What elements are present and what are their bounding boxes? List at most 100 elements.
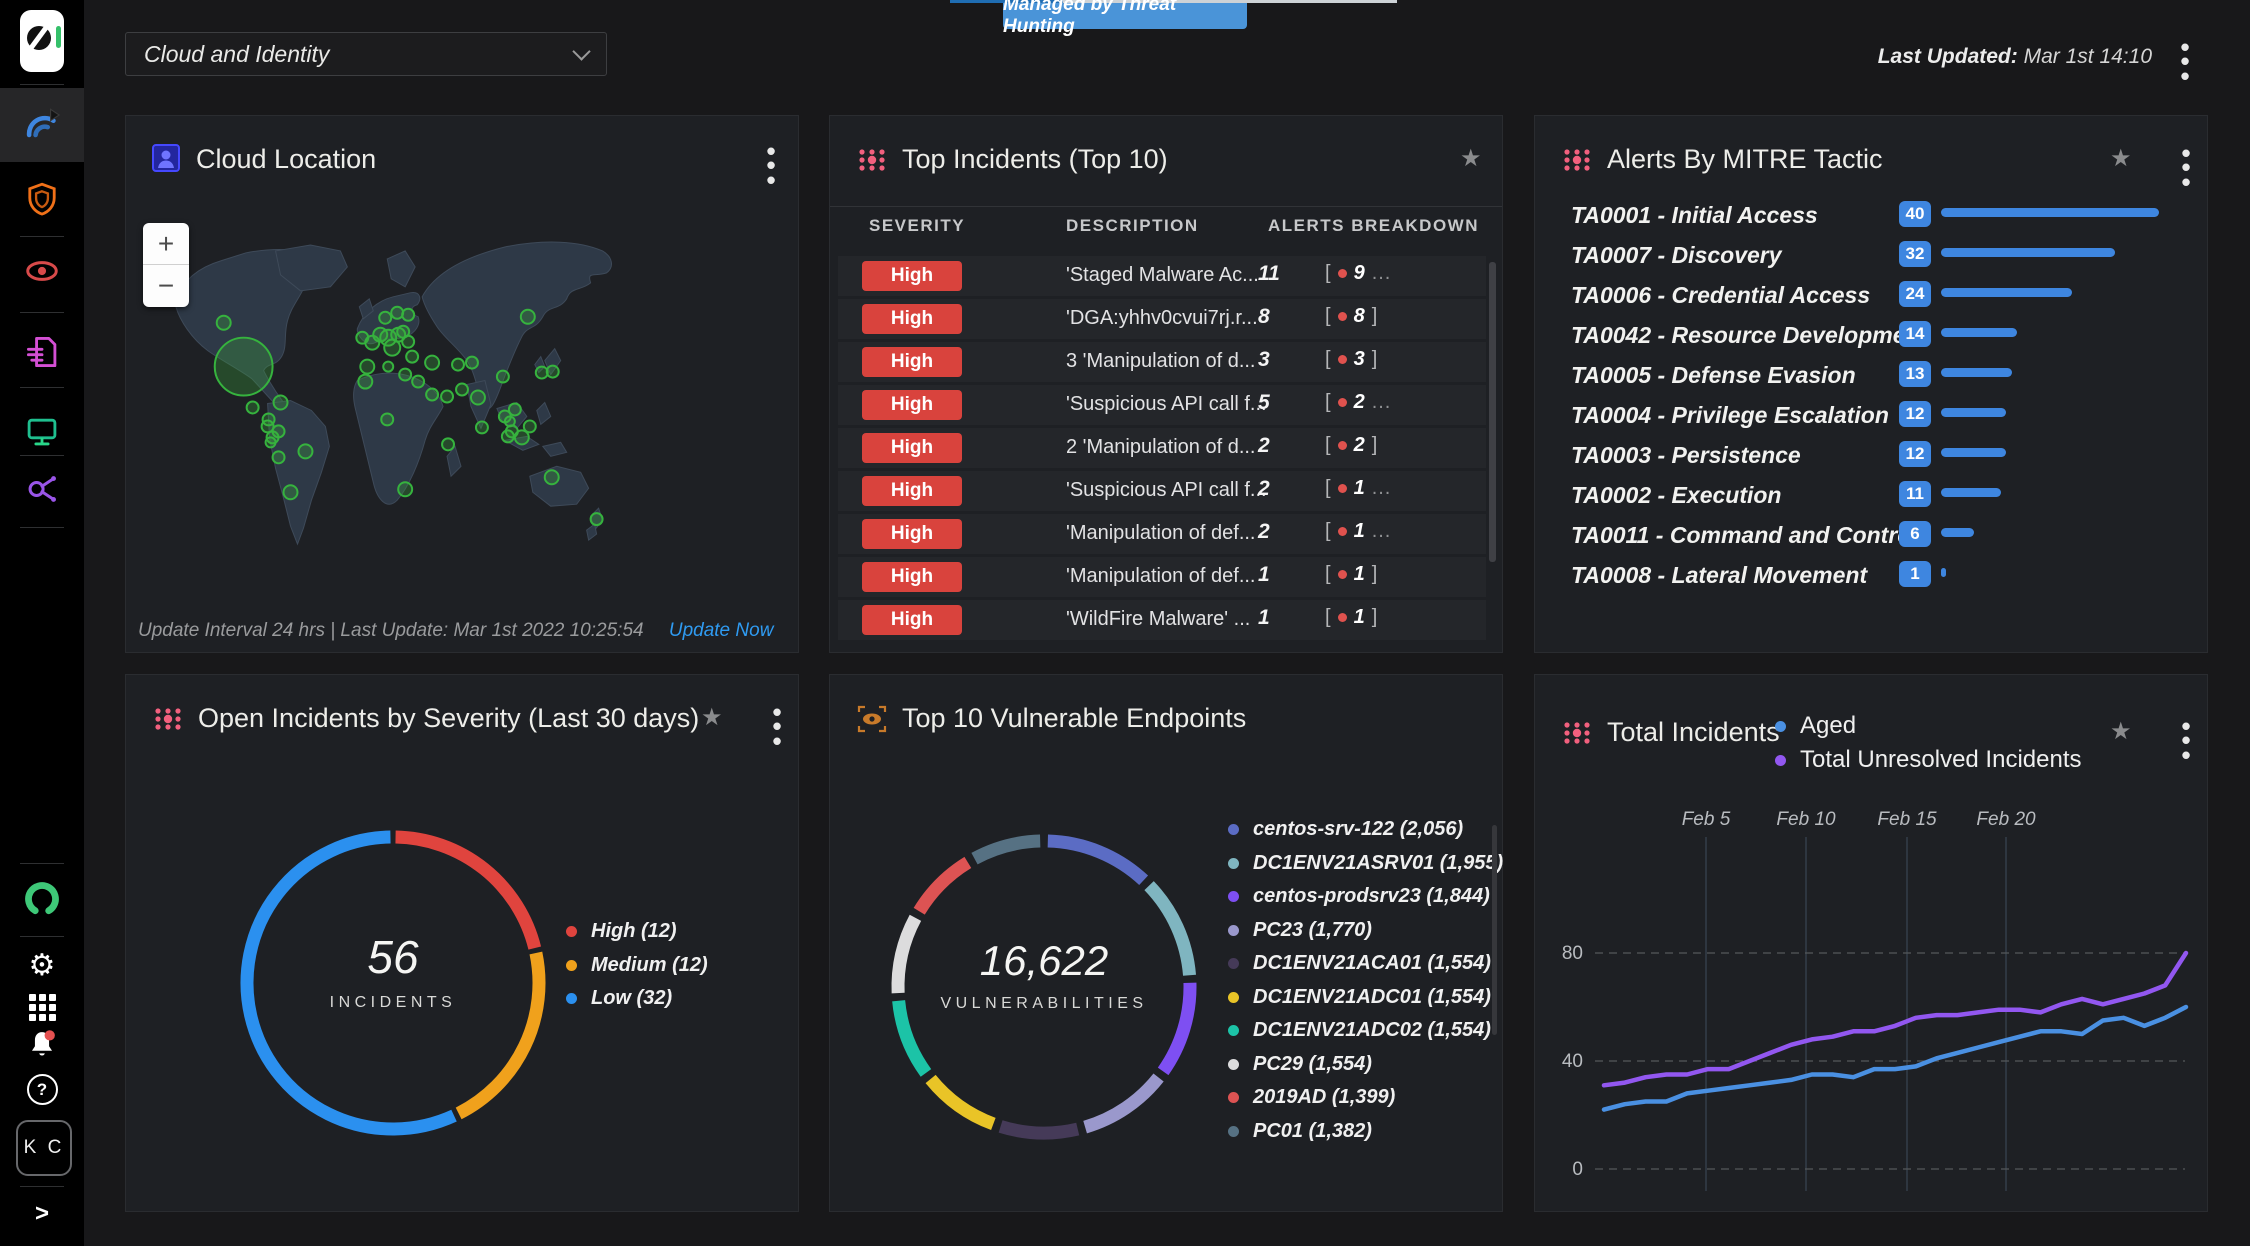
- endpoint-legend-item[interactable]: DC1ENV21ADC02 (1,554): [1228, 1014, 1503, 1048]
- incident-description[interactable]: 2 'Manipulation of d...: [1066, 436, 1256, 458]
- mitre-tactic-row[interactable]: TA0011 - Command and Control 6: [1535, 516, 2207, 556]
- favorite-star-icon[interactable]: ★: [1460, 145, 1482, 172]
- severity-donut-chart[interactable]: [233, 823, 553, 1143]
- divider: [20, 312, 64, 313]
- mitre-tactic-row[interactable]: TA0002 - Execution 11: [1535, 476, 2207, 516]
- reports-arc-icon: [26, 108, 61, 138]
- severity-legend-item[interactable]: Medium (12): [566, 949, 708, 983]
- legend-scrollbar[interactable]: [1492, 825, 1497, 1035]
- endpoint-legend-item[interactable]: centos-srv-122 (2,056): [1228, 813, 1503, 847]
- panel-title: Cloud Location: [196, 144, 377, 174]
- update-now-link[interactable]: Update Now: [668, 620, 774, 641]
- series-legend-item[interactable]: Total Unresolved Incidents: [1775, 743, 2081, 777]
- sidebar-item-devices[interactable]: [0, 412, 84, 450]
- tactic-count-badge: 14: [1899, 321, 1931, 347]
- zoom-out-button[interactable]: −: [143, 265, 189, 307]
- legend-label: DC1ENV21ADC01 (1,554): [1253, 985, 1491, 1008]
- incident-row[interactable]: High 'Manipulation of def... 2 [1...: [838, 514, 1486, 554]
- panel-kebab-menu[interactable]: • • •: [766, 136, 776, 195]
- table-scrollbar[interactable]: [1489, 262, 1496, 562]
- sidebar-item-query-logs[interactable]: [0, 333, 84, 371]
- cortex-logo[interactable]: [20, 10, 64, 72]
- incident-row[interactable]: High 'Suspicious API call f... 5 [2...: [838, 385, 1486, 425]
- world-map[interactable]: [126, 188, 798, 612]
- column-header-description[interactable]: DESCRIPTION: [1066, 216, 1199, 235]
- status-ring-icon[interactable]: [0, 878, 84, 920]
- incident-description[interactable]: 'DGA:yhhv0cvui7rj.r...: [1066, 307, 1258, 329]
- favorite-star-icon[interactable]: ★: [701, 704, 723, 731]
- incident-row[interactable]: High 'Suspicious API call f... 2 [1...: [838, 471, 1486, 511]
- divider: [20, 455, 64, 456]
- panel-kebab-menu[interactable]: • • •: [772, 697, 782, 756]
- settings-gear-icon[interactable]: ⚙: [28, 949, 56, 982]
- topbar-kebab-menu[interactable]: • • •: [2180, 32, 2190, 91]
- sidebar-item-endpoint-security[interactable]: [0, 181, 84, 217]
- tactic-bar: [1941, 288, 2072, 297]
- divider: [20, 236, 64, 237]
- endpoint-legend-item[interactable]: PC23 (1,770): [1228, 914, 1503, 948]
- incident-description[interactable]: 'WildFire Malware' ...: [1066, 608, 1251, 630]
- incident-description[interactable]: 'Suspicious API call f...: [1066, 479, 1267, 501]
- tactic-bar: [1941, 528, 1974, 537]
- incident-description[interactable]: 3 'Manipulation of d...: [1066, 350, 1256, 372]
- incident-row[interactable]: High 3 'Manipulation of d... 3 [3]: [838, 342, 1486, 382]
- mitre-tactic-row[interactable]: TA0007 - Discovery 32: [1535, 236, 2207, 276]
- divider: [20, 936, 64, 937]
- notifications-bell-icon[interactable]: [0, 1027, 84, 1063]
- column-header-alerts-breakdown[interactable]: ALERTS BREAKDOWN: [1268, 216, 1479, 235]
- last-updated: Last Updated: Mar 1st 14:10: [1878, 45, 2152, 69]
- endpoint-legend-item[interactable]: DC1ENV21ADC01 (1,554): [1228, 981, 1503, 1015]
- alerts-breakdown: [2...: [1325, 391, 1392, 413]
- incident-description[interactable]: 'Suspicious API call f...: [1066, 393, 1267, 415]
- mitre-tactic-row[interactable]: TA0006 - Credential Access 24: [1535, 276, 2207, 316]
- expand-sidebar-icon[interactable]: >: [34, 1200, 49, 1227]
- incident-row[interactable]: High 'DGA:yhhv0cvui7rj.r... 8 [8]: [838, 299, 1486, 339]
- mitre-tactic-row[interactable]: TA0042 - Resource Development 14: [1535, 316, 2207, 356]
- alerts-breakdown: [3]: [1325, 348, 1378, 370]
- incident-description[interactable]: 'Manipulation of def...: [1066, 565, 1256, 587]
- help-icon[interactable]: ?: [0, 1074, 84, 1105]
- endpoint-legend-item[interactable]: PC01 (1,382): [1228, 1115, 1503, 1149]
- incident-row[interactable]: High 'WildFire Malware' ... 1 [1]: [838, 600, 1486, 640]
- favorite-star-icon[interactable]: ★: [2110, 145, 2132, 172]
- mitre-tactic-row[interactable]: TA0005 - Defense Evasion 13: [1535, 356, 2207, 396]
- mitre-tactic-row[interactable]: TA0003 - Persistence 12: [1535, 436, 2207, 476]
- apps-grid-icon[interactable]: [0, 994, 84, 1021]
- sidebar-item-threat-vault[interactable]: [0, 252, 84, 290]
- legend-label: centos-srv-122 (2,056): [1253, 818, 1464, 841]
- zoom-in-button[interactable]: +: [143, 223, 189, 265]
- panel-kebab-menu[interactable]: • • •: [2181, 138, 2191, 197]
- endpoint-legend-item[interactable]: 2019AD (1,399): [1228, 1081, 1503, 1115]
- severity-legend: High (12) Medium (12) Low (32): [566, 915, 708, 1016]
- favorite-star-icon[interactable]: ★: [2110, 718, 2132, 745]
- avatar[interactable]: K C: [16, 1120, 72, 1176]
- severity-legend-item[interactable]: Low (32): [566, 982, 708, 1016]
- legend-dot-icon: [1228, 824, 1239, 836]
- sidebar-item-network-analytics[interactable]: [0, 470, 84, 508]
- mitre-tactic-row[interactable]: TA0008 - Lateral Movement 1: [1535, 556, 2207, 596]
- endpoint-legend-item[interactable]: DC1ENV21ASRV01 (1,955): [1228, 847, 1503, 881]
- column-header-severity[interactable]: SEVERITY: [869, 216, 966, 235]
- dashboard-select[interactable]: Cloud and Identity: [125, 32, 607, 76]
- sidebar-item-reports[interactable]: [0, 88, 84, 162]
- incident-description[interactable]: 'Staged Malware Ac...: [1066, 264, 1259, 286]
- tactic-label: TA0002 - Execution: [1571, 482, 1782, 508]
- incident-description[interactable]: 'Manipulation of def...: [1066, 522, 1256, 544]
- incident-row[interactable]: High 'Manipulation of def... 1 [1]: [838, 557, 1486, 597]
- endpoints-donut-chart[interactable]: [884, 827, 1204, 1147]
- divider: [20, 1186, 64, 1187]
- mitre-tactic-row[interactable]: TA0004 - Privilege Escalation 12: [1535, 396, 2207, 436]
- alerts-breakdown: [1...: [1325, 477, 1392, 499]
- mitre-tactic-row[interactable]: TA0001 - Initial Access 40: [1535, 196, 2207, 236]
- total-incidents-line-chart[interactable]: Feb 5 Feb 10 Feb 15 Feb 20 80 40 0: [1535, 675, 2207, 1211]
- incident-row[interactable]: High 'Staged Malware Ac... 11 [9...: [838, 256, 1486, 296]
- endpoint-legend-item[interactable]: DC1ENV21ACA01 (1,554): [1228, 947, 1503, 981]
- series-legend-item[interactable]: Aged: [1775, 709, 2081, 743]
- alert-count: 1: [1258, 606, 1270, 629]
- incident-row[interactable]: High 2 'Manipulation of d... 2 [2]: [838, 428, 1486, 468]
- panel-kebab-menu[interactable]: • • •: [2181, 711, 2191, 770]
- endpoint-legend-item[interactable]: PC29 (1,554): [1228, 1048, 1503, 1082]
- panel-title: Total Incidents: [1607, 717, 1780, 747]
- severity-legend-item[interactable]: High (12): [566, 915, 708, 949]
- endpoint-legend-item[interactable]: centos-prodsrv23 (1,844): [1228, 880, 1503, 914]
